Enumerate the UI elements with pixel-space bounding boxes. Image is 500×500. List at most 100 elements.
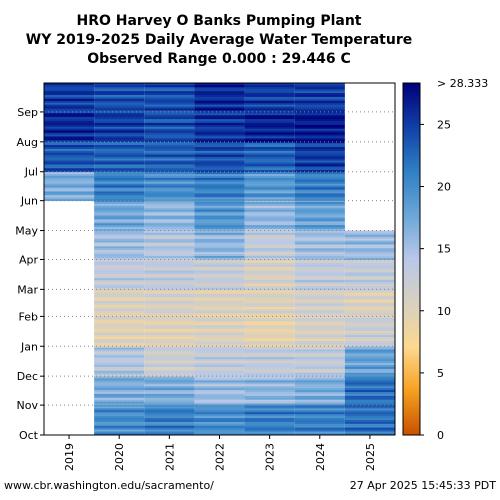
heat-cell (194, 431, 245, 434)
heat-cell (244, 164, 295, 167)
heat-cell (144, 185, 195, 188)
heat-cell (144, 406, 195, 409)
heat-cell (344, 385, 395, 389)
heat-cell (94, 158, 145, 161)
heat-cell (194, 211, 245, 214)
heat-cell (144, 181, 195, 184)
heat-cell (244, 90, 295, 94)
source-url[interactable]: www.cbr.washington.edu/sacramento/ (4, 479, 214, 492)
heat-cell (44, 84, 95, 88)
heat-cell (144, 362, 195, 365)
heat-cell (294, 98, 345, 101)
heat-cell (44, 191, 95, 194)
heat-cell (144, 120, 195, 123)
heat-cell (244, 158, 295, 161)
heat-cell (344, 351, 395, 354)
heat-cell (194, 273, 245, 277)
heat-cell (244, 321, 295, 324)
heat-cell (244, 334, 295, 338)
heat-cell (294, 376, 345, 379)
heat-cell (244, 423, 295, 426)
heat-cell (194, 406, 245, 409)
heat-cell (294, 427, 345, 430)
heat-cell (244, 128, 295, 131)
heat-cell (344, 317, 395, 320)
heat-cell (344, 266, 395, 269)
heat-cell (344, 302, 395, 306)
heat-cell (144, 364, 195, 367)
heat-cell (94, 245, 145, 249)
heat-cell (194, 330, 245, 334)
heat-cell (244, 230, 295, 233)
heat-cell (94, 395, 145, 398)
y-tick-label: May (15, 225, 38, 238)
heat-cell (194, 255, 245, 258)
heat-cell (144, 128, 195, 131)
heat-cell (44, 167, 95, 171)
heat-cell (144, 215, 195, 218)
heat-cell (94, 381, 145, 385)
heat-cell (194, 132, 245, 135)
heat-cell (194, 203, 245, 206)
heat-cell (194, 347, 245, 350)
heat-cell (244, 228, 295, 231)
heat-cell (144, 198, 195, 202)
heat-cell (294, 293, 345, 296)
heat-cell (144, 245, 195, 249)
heat-cell (344, 264, 395, 267)
heat-cell (94, 291, 145, 294)
heat-cell (44, 112, 95, 116)
heat-cell (294, 314, 345, 317)
heat-cell (144, 270, 195, 273)
heat-cell (194, 362, 245, 365)
heat-cell (294, 207, 345, 210)
heat-cell (294, 326, 345, 330)
heat-cell (194, 84, 245, 88)
heat-cell (294, 295, 345, 298)
chart-title-line-1: HRO Harvey O Banks Pumping Plant (76, 13, 361, 29)
heat-cell (194, 385, 245, 389)
heat-cell (294, 364, 345, 367)
heat-cell (244, 255, 295, 258)
heat-cell (44, 122, 95, 125)
heat-cell (294, 100, 345, 103)
heat-cell (294, 244, 345, 247)
heat-cell (94, 244, 145, 247)
heat-cell (344, 310, 395, 313)
heat-cell (144, 137, 195, 141)
heatmap-cells (44, 83, 395, 436)
heat-cell (244, 130, 295, 133)
heat-cell (44, 128, 95, 131)
heat-cell (44, 158, 95, 161)
heat-cell (144, 385, 195, 389)
heat-cell (94, 249, 145, 253)
heat-cell (94, 326, 145, 330)
heat-cell (94, 183, 145, 186)
heat-cell (244, 136, 295, 139)
heat-cell (94, 264, 145, 267)
heat-cell (294, 397, 345, 400)
heat-cell (244, 173, 295, 176)
heat-cell (294, 88, 345, 92)
heat-cell (294, 232, 345, 235)
heat-cell (94, 126, 145, 129)
y-axis: Oct Nov Dec Jan Feb Mar Apr May Jun Jul Aug Sep (15, 106, 44, 442)
heat-cell (94, 275, 145, 279)
heat-cell (94, 191, 145, 194)
heat-cell (144, 130, 195, 133)
heat-cell (294, 347, 345, 350)
heat-cell (344, 312, 395, 315)
heat-cell (294, 312, 345, 315)
heat-cell (294, 270, 345, 273)
heat-cell (94, 429, 145, 432)
heat-cell (294, 160, 345, 163)
heat-cell (44, 88, 95, 92)
heat-cell (94, 295, 145, 298)
heat-cell (344, 403, 395, 406)
heat-cell (144, 376, 195, 379)
heat-cell (144, 126, 195, 129)
heat-cell (94, 175, 145, 178)
heat-cell (44, 144, 95, 148)
heat-cell (344, 417, 395, 420)
y-tick-label: Nov (17, 399, 39, 412)
